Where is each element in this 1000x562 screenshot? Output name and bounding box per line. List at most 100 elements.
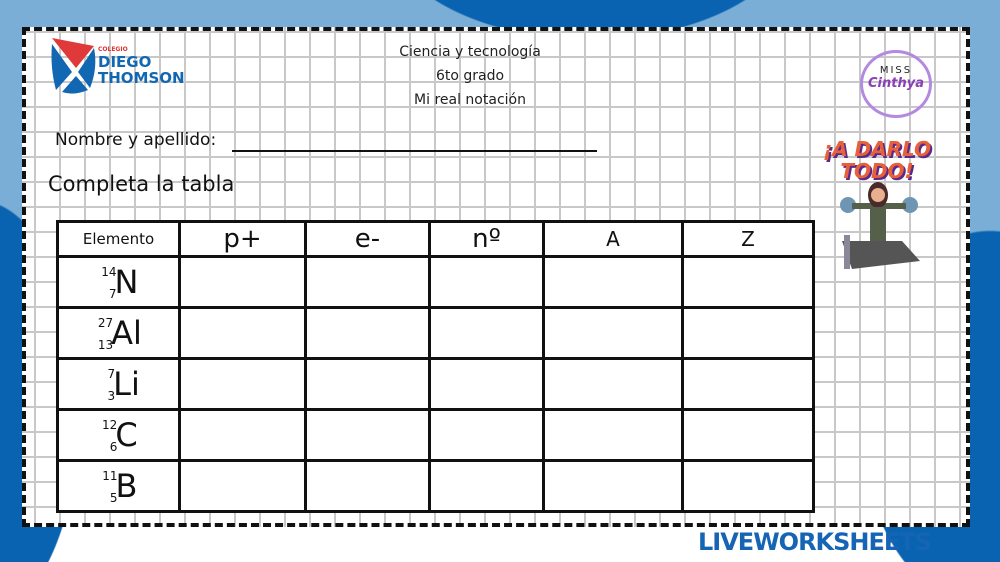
mass-number: 14 (101, 265, 117, 279)
electrons-input[interactable] (307, 411, 428, 459)
mass-number-input[interactable] (545, 411, 681, 459)
answer-cell (304, 357, 431, 411)
element-cell: 11 5 B (56, 459, 181, 513)
mass-number: 27 (97, 316, 114, 330)
element-notation: 7 3 Li (97, 365, 140, 403)
header-atomic-number: Z (681, 220, 815, 258)
name-input[interactable] (232, 132, 597, 152)
answer-cell (428, 357, 545, 411)
answer-cell (542, 408, 684, 462)
logo-line1: DIEGO (98, 53, 152, 71)
neutrons-input[interactable] (431, 462, 542, 510)
topic: Mi real notación (414, 92, 526, 108)
atomic-number-input[interactable] (684, 411, 812, 459)
neutrons-input[interactable] (431, 411, 542, 459)
protons-input[interactable] (181, 462, 304, 510)
motto-text: ¡A DARLO TODO! (822, 137, 932, 183)
answer-cell (304, 459, 431, 513)
logo-line2: THOMSON (98, 69, 185, 87)
atomic-number: 3 (107, 389, 116, 403)
mass-number-input[interactable] (545, 462, 681, 510)
mass-number: 12 (102, 418, 118, 432)
answer-cell (178, 408, 307, 462)
mass-number-input[interactable] (545, 360, 681, 408)
name-label: Nombre y apellido: (55, 130, 217, 150)
table-row: 14 7 N (56, 255, 815, 309)
element-symbol: C (115, 416, 138, 454)
element-cell: 27 13 Al (56, 306, 181, 360)
answer-cell (178, 459, 307, 513)
mass-number-input[interactable] (545, 309, 681, 357)
atomic-number-input[interactable] (684, 360, 812, 408)
table-row: 12 6 C (56, 408, 815, 462)
answer-cell (542, 459, 684, 513)
protons-input[interactable] (181, 360, 304, 408)
logo-small: COLEGIO (98, 46, 128, 53)
atomic-number: 6 (109, 440, 118, 454)
answer-cell (428, 408, 545, 462)
badge-line1: MISS (879, 65, 913, 76)
electrons-input[interactable] (307, 462, 428, 510)
element-symbol: B (115, 467, 138, 505)
header-electrons: e- (304, 220, 431, 258)
answer-cell (681, 408, 815, 462)
table-header-row: Elemento p+ e- nº A Z (56, 220, 815, 258)
element-notation: 11 5 B (100, 467, 138, 505)
answer-cell (304, 255, 431, 309)
answer-cell (178, 357, 307, 411)
header-mass-number: A (542, 220, 684, 258)
electrons-input[interactable] (307, 309, 428, 357)
protons-input[interactable] (181, 411, 304, 459)
element-notation: 12 6 C (99, 416, 138, 454)
electrons-input[interactable] (307, 258, 428, 306)
answer-cell (428, 459, 545, 513)
miss-cinthya-badge: MISS Cinthya (860, 50, 932, 118)
answer-cell (178, 255, 307, 309)
element-cell: 14 7 N (56, 255, 181, 309)
answer-cell (681, 459, 815, 513)
answer-cell (681, 357, 815, 411)
atomic-number: 5 (109, 491, 118, 505)
header-elemento: Elemento (56, 220, 181, 258)
table-row: 11 5 B (56, 459, 815, 513)
element-symbol: N (114, 263, 139, 301)
liveworksheets-logo: LIVEWORKSHEETS (698, 528, 932, 556)
atomic-number-input[interactable] (684, 258, 812, 306)
answer-cell (542, 357, 684, 411)
treadmill-avatar-icon (840, 182, 920, 269)
school-name: COLEGIO DIEGO THOMSON (98, 46, 185, 86)
atomic-number-input[interactable] (684, 309, 812, 357)
neutrons-input[interactable] (431, 309, 542, 357)
element-notation: 14 7 N (99, 263, 139, 301)
neutrons-input[interactable] (431, 360, 542, 408)
mass-number: 7 (107, 367, 116, 381)
answer-cell (178, 306, 307, 360)
answer-cell (681, 306, 815, 360)
element-cell: 7 3 Li (56, 357, 181, 411)
neutrons-input[interactable] (431, 258, 542, 306)
element-notation: 27 13 Al (95, 314, 142, 352)
element-cell: 12 6 C (56, 408, 181, 462)
subject: Ciencia y tecnología (399, 44, 541, 60)
answer-cell (304, 408, 431, 462)
atomic-number-input[interactable] (684, 462, 812, 510)
answer-cell (304, 306, 431, 360)
mass-number: 11 (102, 469, 118, 483)
school-logo-icon (51, 38, 96, 94)
badge-line2: Cinthya (868, 76, 924, 91)
protons-input[interactable] (181, 258, 304, 306)
table-row: 7 3 Li (56, 357, 815, 411)
grade: 6to grado (435, 68, 505, 84)
atomic-number: 7 (108, 287, 117, 301)
electrons-input[interactable] (307, 360, 428, 408)
task-instruction: Completa la tabla (48, 172, 235, 196)
mass-number-input[interactable] (545, 258, 681, 306)
answer-cell (542, 306, 684, 360)
answer-cell (428, 255, 545, 309)
table-row: 27 13 Al (56, 306, 815, 360)
atomic-number: 13 (97, 338, 114, 352)
protons-input[interactable] (181, 309, 304, 357)
answer-cell (542, 255, 684, 309)
element-symbol: Li (113, 365, 140, 403)
answer-cell (681, 255, 815, 309)
